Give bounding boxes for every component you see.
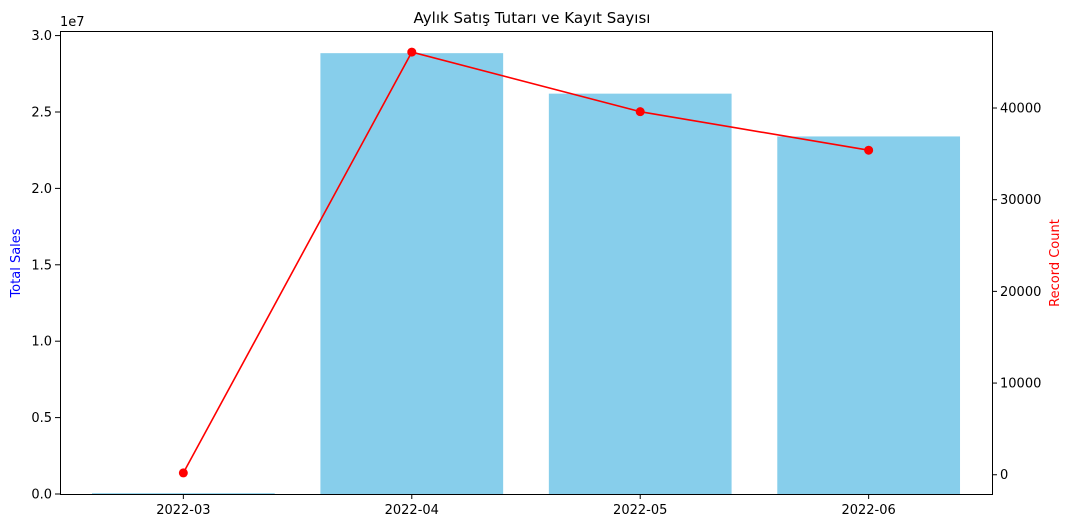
y-right-tick-label: 30000 [1000,193,1041,208]
y-right-tick-label: 0 [1000,468,1008,483]
x-tick-label: 2022-03 [156,503,210,518]
bars-layer [91,53,961,495]
record-count-line [182,51,869,474]
y-left-tick-label: 0.0 [31,488,52,503]
y-left-tick-label: 1.0 [31,335,52,350]
record-count-point-2022-05 [635,107,645,117]
y-right-tick-label: 10000 [1000,377,1041,392]
y-left-tick-label: 3.0 [31,29,52,44]
x-tick-label: 2022-05 [613,503,667,518]
record-count-point-2022-04 [407,47,417,57]
record-count-point-2022-03 [178,468,188,478]
line-layer [178,47,874,478]
y-right-axis: 0 10000 20000 30000 40000 [992,102,1041,483]
plot-frame [60,31,993,495]
bar-2022-05 [548,93,732,495]
bar-2022-06 [777,136,961,494]
bar-2022-04 [320,53,504,494]
y-left-axis-title: Total Sales [9,228,24,298]
y-left-tick-label: 1.5 [31,258,52,273]
x-tick-label: 2022-06 [841,503,895,518]
bar-2022-03 [91,493,275,494]
y-left-offset-text: 1e7 [60,15,85,30]
y-left-tick-label: 2.5 [31,105,52,120]
chart-title: Aylık Satış Tutarı ve Kayıt Sayısı [414,9,651,27]
y-left-tick-label: 2.0 [31,182,52,197]
y-right-axis-title: Record Count [1048,219,1063,307]
record-count-point-2022-06 [864,145,874,155]
x-axis: 2022-03 2022-04 2022-05 2022-06 [156,494,896,518]
y-left-tick-label: 0.5 [31,411,52,426]
y-right-tick-label: 20000 [1000,285,1041,300]
y-right-tick-label: 40000 [1000,102,1041,117]
y-left-axis: 0.0 0.5 1.0 1.5 2.0 2.5 3.0 [31,29,60,503]
x-tick-label: 2022-04 [385,503,439,518]
